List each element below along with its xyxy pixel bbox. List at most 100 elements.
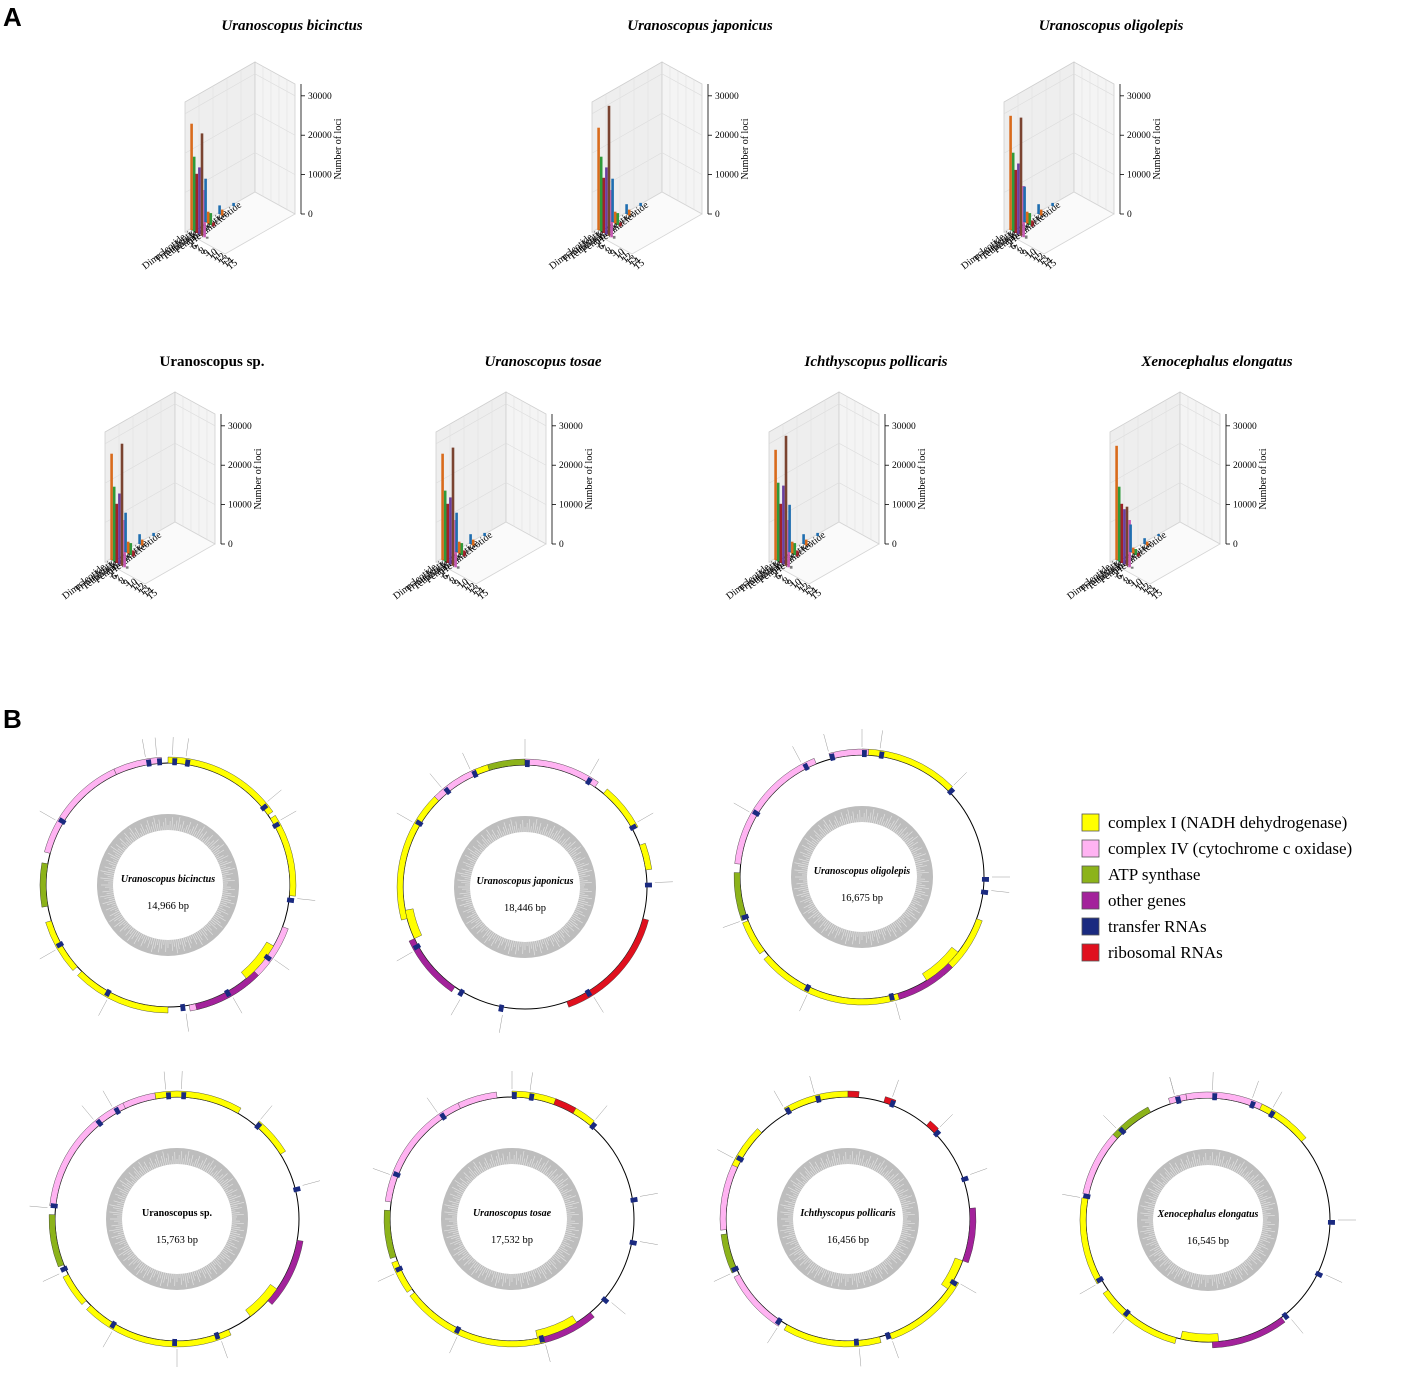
- gc-tick: [916, 872, 929, 874]
- gc-tick: [1251, 1253, 1263, 1263]
- gc-tick: [219, 903, 231, 908]
- gc-tick: [162, 1151, 166, 1166]
- bar: [204, 178, 207, 222]
- gc-tick: [127, 1254, 136, 1261]
- gc-tick: [916, 884, 926, 887]
- gc-tick: [564, 842, 572, 850]
- gc-tick: [220, 866, 231, 871]
- bar: [1123, 509, 1126, 565]
- gc-tick: [464, 871, 472, 874]
- gc-tick: [123, 924, 131, 931]
- gc-tick: [887, 925, 892, 932]
- gc-tick: [526, 1271, 530, 1281]
- gc-tick: [833, 1151, 837, 1166]
- gc-tick: [205, 1160, 214, 1173]
- gc-tick: [910, 902, 916, 906]
- gc-tick: [476, 924, 486, 934]
- gc-tick: [552, 1255, 562, 1264]
- repeat-label: 6: [1114, 571, 1125, 583]
- gc-tick: [805, 895, 811, 898]
- grid-line: [435, 442, 547, 484]
- gc-tick: [1152, 1185, 1162, 1192]
- gc-tick: [885, 815, 893, 828]
- trna-mark: [600, 1296, 610, 1305]
- trna-mark: [58, 817, 67, 825]
- gc-tick: [575, 862, 585, 867]
- gc-tick: [561, 927, 571, 938]
- gc-tick: [1198, 1274, 1201, 1288]
- gc-tick: [890, 923, 897, 933]
- gc-tick: [1155, 1179, 1165, 1187]
- gc-tick: [489, 1163, 492, 1169]
- gc-tick: [134, 1260, 142, 1270]
- bar: [1129, 524, 1132, 553]
- trna-mark: [292, 1186, 301, 1193]
- gc-tick: [150, 826, 154, 833]
- trna-mark: [628, 823, 638, 831]
- gc-tick: [1230, 1161, 1235, 1170]
- gc-tick: [220, 865, 227, 869]
- gc-tick: [810, 1170, 815, 1176]
- gc-tick: [1260, 1200, 1267, 1204]
- gene-label-leader: [232, 997, 243, 1014]
- gene-block: [267, 1239, 304, 1305]
- gene-block: [889, 1279, 960, 1340]
- bar: [802, 534, 805, 544]
- gc-tick: [903, 912, 910, 918]
- gc-tick: [873, 1267, 878, 1274]
- gc-tick: [497, 1151, 501, 1166]
- repeat-label: 9: [608, 247, 619, 259]
- gc-tick: [1162, 1181, 1167, 1185]
- gc-tick: [566, 1214, 579, 1216]
- gc-tick: [1185, 1159, 1190, 1169]
- gc-tick: [222, 892, 232, 895]
- gc-tick: [127, 1251, 133, 1256]
- gc-tick: [914, 893, 922, 897]
- gene-label-leader: [713, 1273, 731, 1282]
- trna-mark: [498, 1004, 505, 1013]
- gc-tick: [158, 819, 161, 831]
- gc-tick: [1217, 1151, 1221, 1166]
- gc-tick: [572, 857, 577, 860]
- genome-size: 16,675 bp: [841, 893, 883, 904]
- gc-tick: [545, 1262, 552, 1270]
- gc-tick: [814, 834, 822, 841]
- gc-tick: [838, 1153, 841, 1165]
- gc-tick: [857, 1150, 861, 1165]
- bar: [124, 512, 127, 553]
- gc-tick: [158, 939, 161, 953]
- gc-tick: [141, 934, 145, 940]
- gc-tick: [558, 930, 565, 938]
- gene-label-leader: [991, 890, 1010, 893]
- repeat-label: 8: [117, 575, 128, 587]
- gc-tick: [459, 892, 471, 895]
- gc-tick: [124, 1188, 130, 1192]
- gc-tick: [816, 838, 821, 842]
- gc-tick: [519, 1273, 522, 1288]
- gene-block: [524, 758, 599, 788]
- gc-tick: [910, 847, 918, 852]
- gc-tick: [532, 1163, 535, 1169]
- gc-tick: [799, 897, 812, 903]
- gc-tick: [530, 1270, 536, 1283]
- gc-tick: [498, 936, 502, 942]
- gc-tick: [884, 1168, 894, 1179]
- gc-tick: [893, 1184, 900, 1189]
- bar: [1115, 445, 1118, 560]
- gc-tick: [463, 1172, 473, 1182]
- gc-tick: [798, 858, 810, 863]
- grid-line: [591, 112, 703, 154]
- gc-tick: [805, 858, 810, 861]
- gc-tick: [1169, 1263, 1175, 1270]
- gc-tick: [575, 909, 583, 913]
- gene-label-leader: [722, 921, 740, 928]
- gc-tick: [1258, 1195, 1268, 1200]
- gc-tick: [915, 888, 922, 890]
- gc-tick: [502, 1153, 505, 1165]
- trna-mark: [55, 941, 65, 949]
- gene-label-leader: [185, 1013, 189, 1032]
- bar: [449, 497, 452, 565]
- repeat-label: 8: [1122, 575, 1133, 587]
- gc-tick: [804, 899, 812, 903]
- bar: [776, 482, 780, 562]
